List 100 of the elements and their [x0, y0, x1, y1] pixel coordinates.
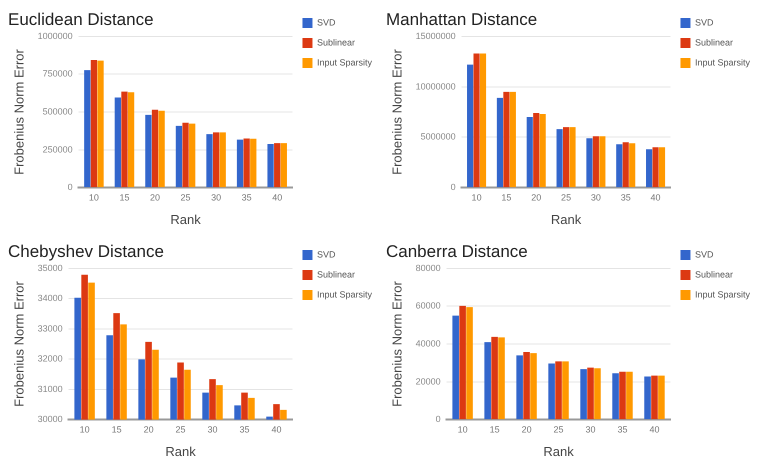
y-tick-label: 30000 — [38, 414, 63, 424]
legend-label: Sublinear — [694, 269, 734, 280]
y-tick-label: 750000 — [42, 68, 73, 79]
y-tick-label: 0 — [436, 414, 441, 424]
x-tick-label: 35 — [242, 192, 252, 202]
bar — [629, 143, 636, 188]
bar — [651, 376, 658, 420]
bar — [580, 369, 587, 420]
y-axis-title: Frobenius Norm Error — [11, 280, 26, 407]
x-tick-label: 30 — [211, 192, 222, 202]
bar — [652, 147, 659, 188]
x-tick-label: 15 — [501, 192, 512, 202]
bar — [644, 376, 651, 420]
y-tick-label: 0 — [68, 182, 73, 192]
y-axis-title: Frobenius Norm Error — [11, 48, 26, 175]
x-tick-label: 30 — [586, 424, 596, 434]
y-tick-label: 500000 — [42, 106, 73, 116]
bar — [619, 372, 626, 420]
y-tick-label: 35000 — [38, 262, 63, 273]
x-tick-label: 25 — [176, 424, 186, 434]
bar — [97, 60, 104, 188]
bar — [452, 316, 459, 420]
legend-label: SVD — [694, 249, 714, 260]
legend-label: SVD — [316, 249, 336, 260]
y-tick-label: 80000 — [416, 262, 441, 273]
bar — [145, 114, 152, 188]
bar — [466, 307, 473, 420]
bar — [510, 92, 516, 188]
x-tick-label: 40 — [649, 424, 660, 434]
y-tick-label: 250000 — [42, 144, 73, 154]
x-tick-label: 15 — [112, 424, 122, 434]
x-tick-label: 10 — [88, 192, 99, 202]
legend-label: Sublinear — [694, 37, 734, 48]
chart-title: Chebyshev Distance — [8, 242, 164, 261]
bar — [90, 60, 98, 188]
bar — [480, 54, 486, 188]
bar — [498, 337, 505, 420]
legend-label: Input Sparsity — [316, 289, 372, 300]
legend-label: Input Sparsity — [694, 289, 750, 300]
bar — [530, 353, 537, 420]
x-tick-label: 25 — [554, 424, 564, 434]
bar — [236, 140, 244, 188]
bar — [626, 372, 633, 420]
y-tick-label: 0 — [450, 182, 456, 192]
bar — [592, 136, 599, 188]
x-tick-label: 10 — [458, 424, 468, 434]
legend-label: SVD — [316, 17, 336, 28]
bar — [540, 114, 546, 188]
bar — [158, 110, 165, 188]
bar — [616, 144, 622, 188]
y-tick-label: 10000000 — [416, 81, 456, 92]
y-tick-label: 34000 — [38, 293, 63, 304]
legend-label: Sublinear — [316, 269, 356, 280]
chart-title: Euclidean Distance — [8, 10, 154, 29]
x-tick-label: 40 — [650, 192, 661, 202]
bar — [587, 368, 594, 420]
x-axis-title: Rank — [543, 444, 574, 459]
bar — [496, 98, 503, 188]
x-tick-label: 35 — [617, 424, 628, 434]
bar — [121, 92, 128, 188]
x-tick-label: 10 — [80, 424, 90, 434]
legend-label: SVD — [694, 17, 714, 28]
y-axis-title: Frobenius Norm Error — [389, 48, 404, 175]
bar — [533, 113, 540, 188]
x-axis-title: Rank — [170, 212, 202, 227]
x-axis-title: Rank — [550, 212, 582, 227]
bar — [206, 134, 213, 188]
legend-label: Input Sparsity — [316, 57, 372, 68]
x-tick-label: 30 — [208, 424, 218, 434]
bar — [548, 363, 555, 420]
bar — [658, 376, 665, 420]
bar — [250, 138, 256, 188]
chart-title: Manhattan Distance — [386, 10, 538, 29]
y-tick-label: 33000 — [38, 323, 63, 334]
bar — [484, 342, 491, 420]
x-axis-title: Rank — [165, 444, 196, 459]
y-tick-label: 32000 — [38, 354, 63, 364]
legend-label: Input Sparsity — [694, 57, 750, 68]
bar — [599, 136, 606, 188]
bar — [562, 127, 570, 188]
y-tick-label: 5000000 — [420, 132, 456, 142]
x-tick-label: 30 — [590, 192, 601, 202]
bar — [274, 143, 280, 188]
x-tick-label: 15 — [490, 424, 500, 434]
bar — [473, 54, 480, 188]
bar — [594, 368, 601, 420]
y-tick-label: 40000 — [416, 338, 441, 348]
bar — [586, 138, 592, 188]
bar — [569, 127, 576, 188]
bar — [555, 361, 562, 420]
y-axis-title: Frobenius Norm Error — [389, 280, 404, 407]
x-tick-label: 25 — [180, 192, 191, 202]
bar — [622, 142, 629, 188]
x-tick-label: 35 — [620, 192, 631, 202]
x-tick-label: 20 — [522, 424, 532, 434]
bar — [176, 126, 182, 188]
bar — [244, 138, 250, 188]
bar — [280, 143, 287, 188]
bar — [516, 355, 523, 420]
y-tick-label: 15000000 — [416, 30, 456, 41]
